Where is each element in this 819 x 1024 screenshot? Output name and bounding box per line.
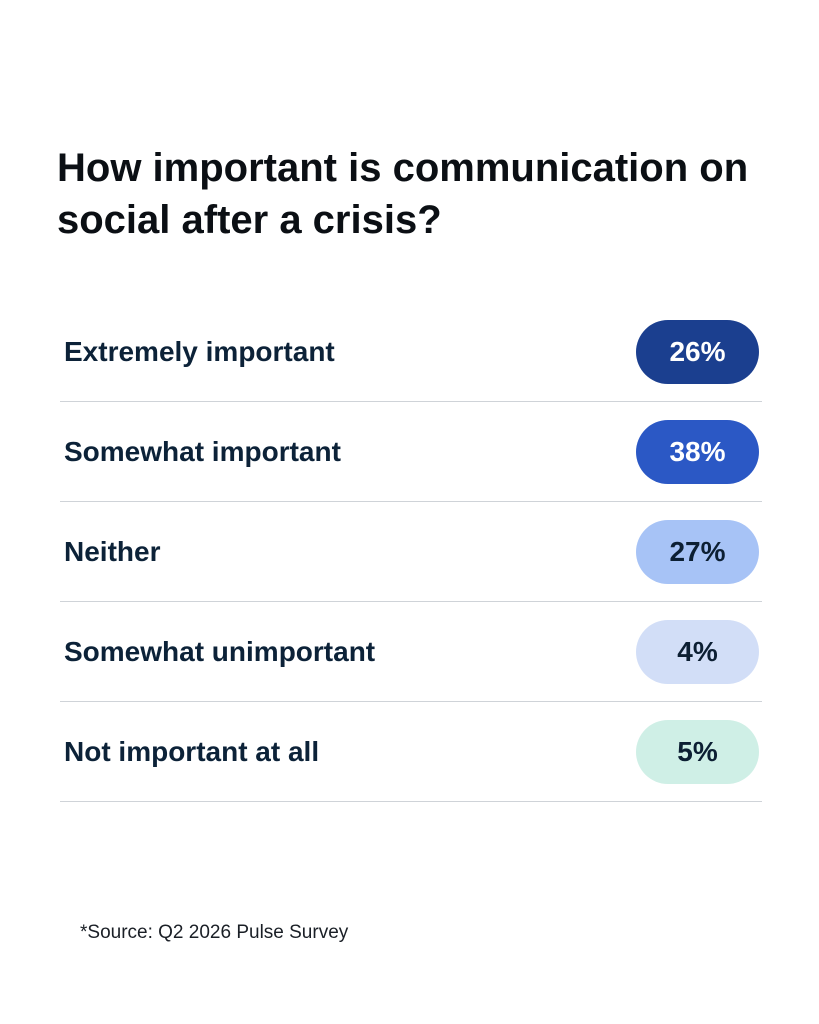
row-label: Somewhat unimportant: [64, 636, 376, 667]
row-label: Not important at all: [64, 736, 320, 767]
source: *Source: Q2 2026 Pulse Survey: [80, 922, 349, 943]
row-label: Somewhat important: [64, 436, 341, 467]
row-label: Neither: [64, 536, 161, 567]
value-pill: 38%: [636, 420, 759, 484]
value-pill: 27%: [636, 520, 759, 584]
row: Not important at all 5%: [60, 702, 762, 802]
value-pill: 4%: [636, 620, 759, 684]
title: How important is communication on social…: [57, 146, 749, 242]
row: Neither 27%: [60, 502, 762, 602]
value-pill: 26%: [636, 320, 759, 384]
row-label: Extremely important: [64, 336, 335, 367]
row: Extremely important 26%: [60, 302, 762, 402]
row: Somewhat important 38%: [60, 402, 762, 502]
value-pill: 5%: [636, 720, 759, 784]
row: Somewhat unimportant 4%: [60, 602, 762, 702]
